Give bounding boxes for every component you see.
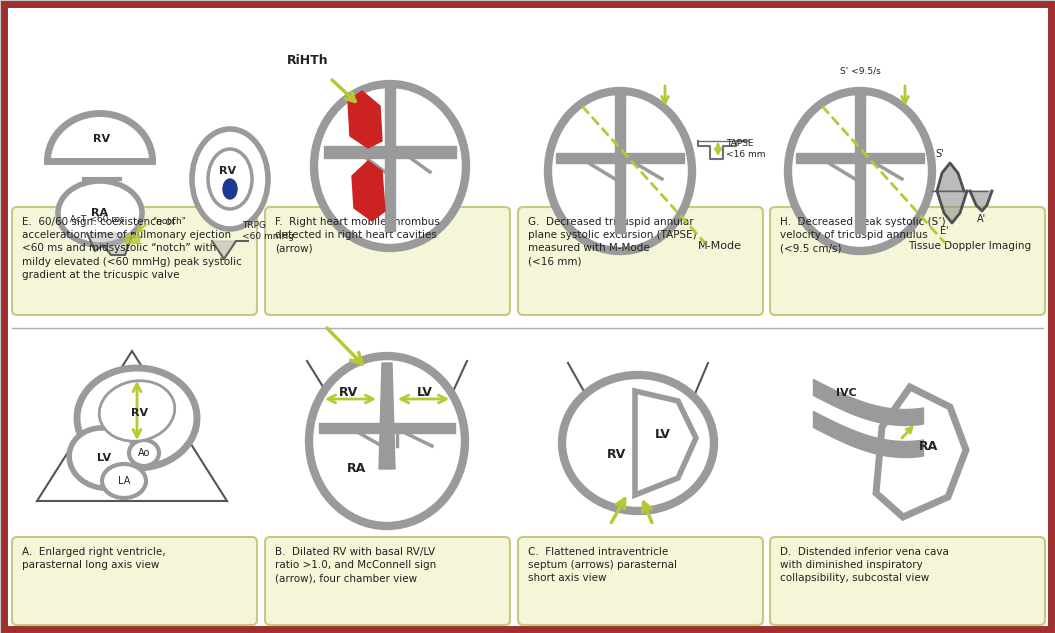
FancyBboxPatch shape bbox=[12, 537, 257, 625]
Text: E.  60/60 sign: coexistence of
acceleration time of pulmonary ejection
<60 ms an: E. 60/60 sign: coexistence of accelerati… bbox=[22, 217, 242, 280]
Text: S' <9.5/s: S' <9.5/s bbox=[840, 66, 880, 75]
Polygon shape bbox=[970, 191, 992, 211]
Text: AcT <60 ms: AcT <60 ms bbox=[70, 215, 124, 223]
Text: RA: RA bbox=[347, 463, 367, 475]
Polygon shape bbox=[212, 241, 248, 259]
Ellipse shape bbox=[129, 440, 159, 466]
Ellipse shape bbox=[192, 129, 268, 229]
FancyBboxPatch shape bbox=[770, 537, 1046, 625]
Text: A.  Enlarged right ventricle,
parasternal long axis view: A. Enlarged right ventricle, parasternal… bbox=[22, 547, 166, 570]
Polygon shape bbox=[87, 233, 133, 255]
Text: S': S' bbox=[936, 149, 944, 159]
Polygon shape bbox=[348, 91, 382, 148]
Ellipse shape bbox=[208, 149, 252, 209]
Ellipse shape bbox=[562, 375, 714, 511]
Text: F.  Right heart mobile thrombus
detected in right heart cavities
(arrow): F. Right heart mobile thrombus detected … bbox=[275, 217, 440, 253]
Text: RV: RV bbox=[219, 166, 236, 176]
Polygon shape bbox=[379, 363, 395, 469]
Text: RA: RA bbox=[92, 208, 109, 218]
Ellipse shape bbox=[58, 181, 142, 245]
Text: TAPSE
<16 mm: TAPSE <16 mm bbox=[726, 139, 766, 159]
Text: "notch": "notch" bbox=[152, 216, 186, 225]
Text: RiHTh: RiHTh bbox=[287, 54, 329, 68]
Text: E': E' bbox=[940, 226, 948, 236]
Ellipse shape bbox=[314, 84, 466, 248]
Ellipse shape bbox=[309, 356, 465, 526]
Text: RV: RV bbox=[94, 134, 111, 144]
Polygon shape bbox=[937, 191, 967, 223]
Ellipse shape bbox=[70, 428, 139, 488]
FancyBboxPatch shape bbox=[265, 537, 510, 625]
Polygon shape bbox=[876, 387, 966, 517]
Ellipse shape bbox=[788, 91, 932, 251]
Text: LV: LV bbox=[655, 429, 671, 441]
FancyBboxPatch shape bbox=[124, 235, 139, 243]
Text: RV: RV bbox=[607, 449, 626, 461]
Polygon shape bbox=[635, 391, 696, 495]
Ellipse shape bbox=[99, 380, 175, 441]
Polygon shape bbox=[937, 163, 964, 191]
FancyBboxPatch shape bbox=[770, 207, 1046, 315]
Text: RA: RA bbox=[918, 441, 938, 453]
Text: H.  Decreased peak systolic (S’)
velocity of tricuspid annulus
(<9.5 cm/s): H. Decreased peak systolic (S’) velocity… bbox=[780, 217, 945, 253]
Text: RV: RV bbox=[340, 387, 359, 399]
Text: A': A' bbox=[977, 214, 985, 224]
Text: LA: LA bbox=[118, 476, 130, 486]
Text: LV: LV bbox=[417, 387, 433, 399]
Text: M-Mode: M-Mode bbox=[698, 241, 742, 251]
Text: C.  Flattened intraventricle
septum (arrows) parasternal
short axis view: C. Flattened intraventricle septum (arro… bbox=[528, 547, 677, 584]
Text: RV: RV bbox=[132, 408, 149, 418]
FancyBboxPatch shape bbox=[265, 207, 510, 315]
Text: D.  Distended inferior vena cava
with diminished inspiratory
collapsibility, sub: D. Distended inferior vena cava with dim… bbox=[780, 547, 948, 584]
Ellipse shape bbox=[223, 179, 237, 199]
Text: IVC: IVC bbox=[836, 388, 857, 398]
FancyBboxPatch shape bbox=[12, 207, 257, 315]
Polygon shape bbox=[352, 161, 385, 221]
Ellipse shape bbox=[77, 368, 197, 468]
Text: B.  Dilated RV with basal RV/LV
ratio >1.0, and McConnell sign
(arrow), four cha: B. Dilated RV with basal RV/LV ratio >1.… bbox=[275, 547, 437, 584]
Text: Tissue Doppler Imaging: Tissue Doppler Imaging bbox=[908, 241, 1032, 251]
FancyBboxPatch shape bbox=[518, 207, 763, 315]
FancyBboxPatch shape bbox=[518, 537, 763, 625]
Ellipse shape bbox=[548, 91, 692, 251]
Text: G.  Decreased tricuspid annular
plane systolic excursion (TAPSE)
measured with M: G. Decreased tricuspid annular plane sys… bbox=[528, 217, 696, 266]
Text: TRPG
<60 mmHg: TRPG <60 mmHg bbox=[242, 222, 294, 241]
Text: LV: LV bbox=[97, 453, 111, 463]
FancyBboxPatch shape bbox=[4, 4, 1051, 629]
Ellipse shape bbox=[102, 464, 146, 498]
Text: Ao: Ao bbox=[138, 448, 150, 458]
